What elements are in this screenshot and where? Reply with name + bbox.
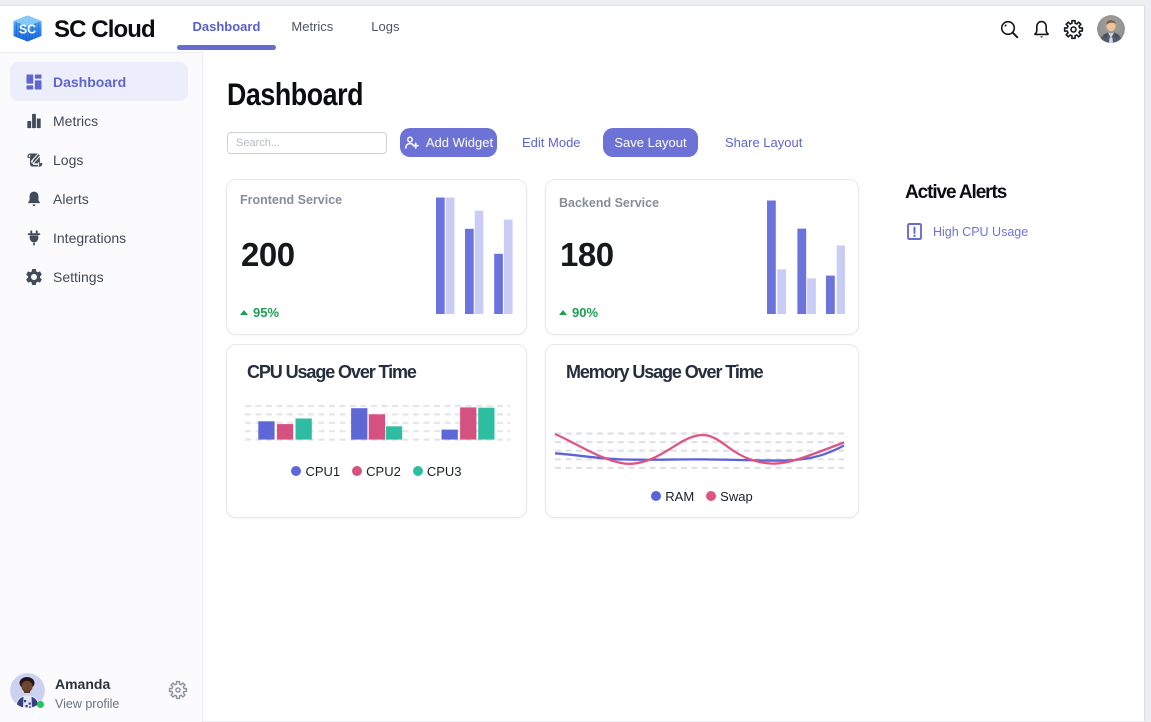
svg-text:SC: SC <box>19 23 36 37</box>
